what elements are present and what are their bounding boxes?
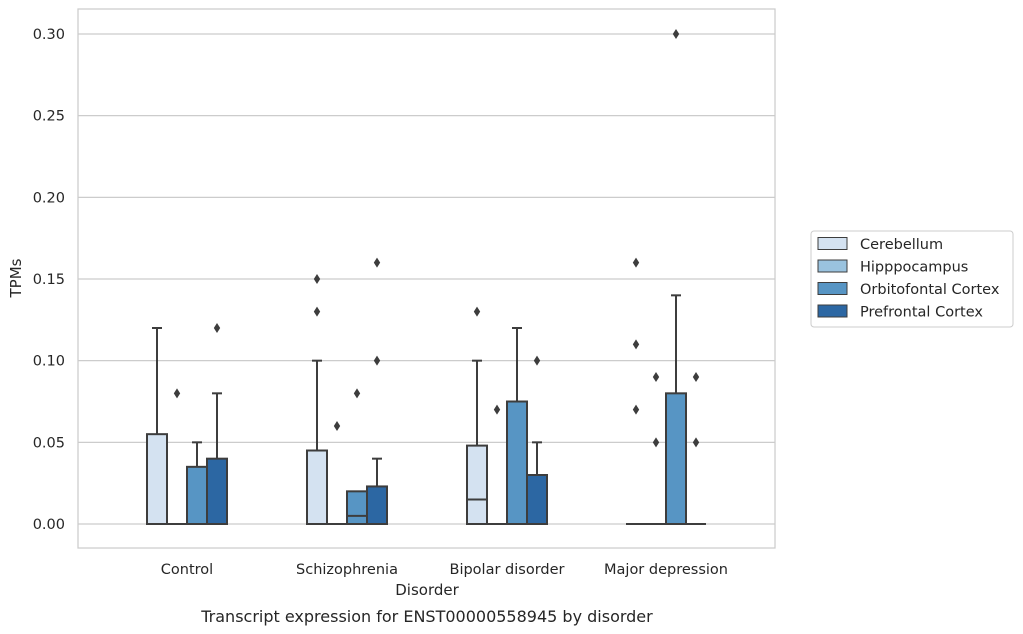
outlier-marker	[493, 404, 501, 415]
x-tick-label: Schizophrenia	[296, 562, 398, 578]
legend-swatch	[817, 304, 848, 318]
box-body	[306, 449, 328, 525]
y-tick-labels: 0.00 0.05 0.10 0.15 0.20 0.25 0.30	[33, 27, 65, 533]
box-prefrontal-cortex	[206, 323, 228, 525]
box-body	[186, 465, 208, 526]
box-body	[206, 457, 228, 525]
outlier-marker	[692, 437, 700, 448]
box-hipppocampus	[646, 372, 666, 525]
outlier-marker	[313, 306, 321, 317]
box-body	[466, 444, 488, 526]
outlier-marker	[333, 421, 341, 431]
box-cerebellum	[466, 306, 488, 526]
legend-label: Prefrontal Cortex	[860, 305, 983, 321]
outlier-marker	[173, 388, 181, 399]
box-hipppocampus	[327, 421, 347, 525]
box-hipppocampus	[167, 388, 187, 525]
box-cerebellum	[626, 257, 646, 525]
y-axis-label: TPMs	[7, 258, 25, 298]
box-body	[366, 485, 388, 525]
box-body	[506, 400, 528, 525]
y-tick-label: 0.00	[33, 517, 65, 533]
x-tick-label: Major depression	[604, 562, 728, 578]
outlier-marker	[692, 372, 700, 382]
box-hipppocampus	[487, 404, 507, 525]
chart-caption: Transcript expression for ENST0000055894…	[200, 607, 653, 626]
legend-label: Cerebellum	[860, 237, 943, 253]
y-tick-label: 0.30	[33, 27, 65, 43]
y-tick-label: 0.20	[33, 190, 65, 206]
legend-frame	[810, 230, 1014, 328]
outlier-marker	[533, 355, 541, 366]
box-orbitofontal-cortex	[665, 29, 687, 526]
box-body	[526, 474, 548, 525]
outlier-marker	[373, 257, 381, 268]
box-cerebellum	[306, 274, 328, 525]
y-tick-label: 0.10	[33, 354, 65, 370]
legend-label: Hipppocampus	[860, 260, 968, 276]
box-prefrontal-cortex	[366, 257, 388, 525]
outlier-marker	[353, 388, 361, 399]
outlier-marker	[632, 339, 640, 350]
box-cerebellum	[146, 327, 168, 525]
outlier-marker	[652, 437, 660, 448]
box-prefrontal-cortex	[526, 355, 548, 525]
box-plots	[146, 29, 706, 526]
legend-label: Orbitofontal Cortex	[860, 282, 1000, 298]
x-tick-labels: Control Schizophrenia Bipolar disorder Majo…	[161, 562, 728, 578]
box-orbitofontal-cortex	[346, 388, 368, 526]
outlier-marker	[672, 29, 680, 39]
outlier-marker	[632, 257, 640, 268]
x-tick-label: Control	[161, 562, 213, 578]
legend: Cerebellum Hipppocampus Orbitofontal Corte…	[810, 230, 1014, 328]
outlier-marker	[213, 323, 221, 333]
legend-swatch	[817, 259, 848, 273]
x-tick-label: Bipolar disorder	[450, 562, 565, 578]
y-tick-label: 0.25	[33, 109, 65, 125]
y-tick-label: 0.15	[33, 272, 65, 288]
outlier-marker	[652, 372, 660, 382]
legend-swatch	[817, 282, 848, 295]
outlier-marker	[373, 355, 381, 366]
box-body	[146, 433, 168, 525]
box-orbitofontal-cortex	[506, 327, 528, 525]
box-orbitofontal-cortex	[186, 441, 208, 526]
box-body	[346, 490, 368, 526]
outlier-marker	[313, 274, 321, 284]
y-tick-label: 0.05	[33, 435, 65, 451]
outlier-marker	[473, 306, 481, 317]
outlier-marker	[632, 404, 640, 415]
legend-swatch	[817, 237, 848, 250]
box-body	[665, 392, 687, 526]
box-prefrontal-cortex	[686, 372, 706, 525]
plot-frame	[77, 8, 776, 549]
x-axis-label: Disorder	[395, 581, 459, 599]
